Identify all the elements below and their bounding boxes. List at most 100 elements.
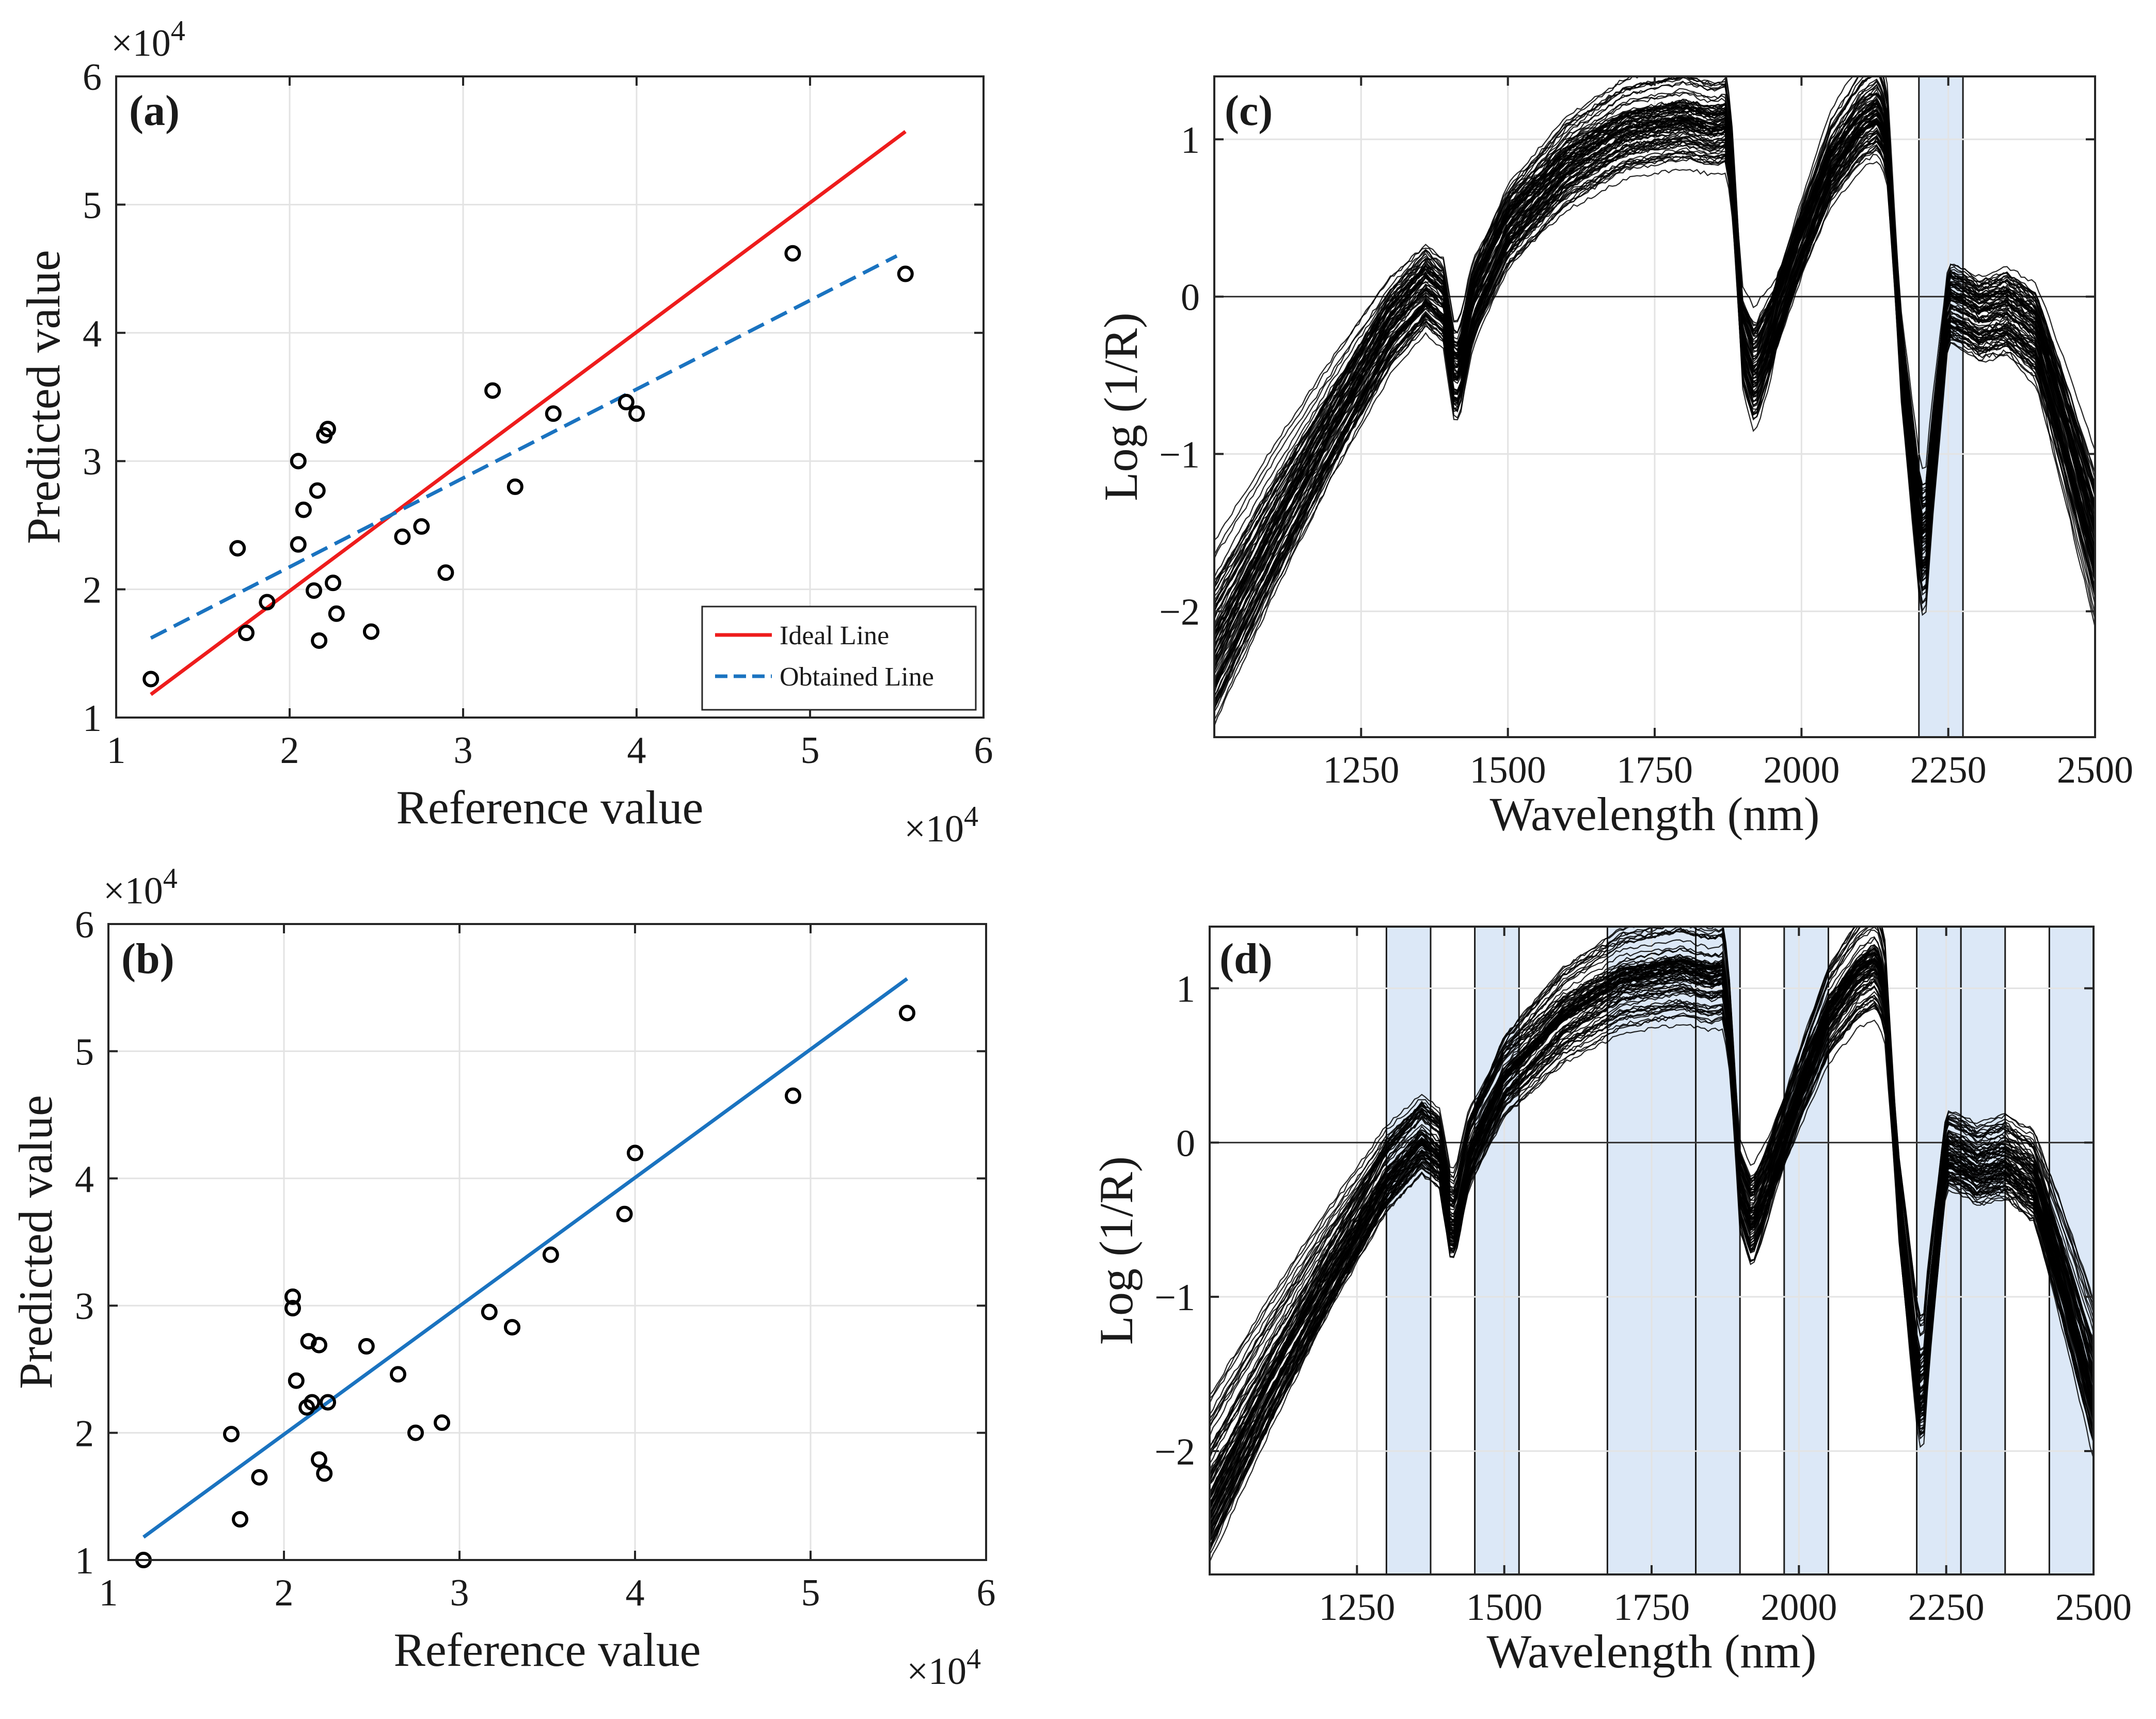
highlight-band-0	[1918, 75, 1964, 738]
data-point-5	[290, 453, 307, 470]
data-point-19	[506, 478, 524, 495]
data-point-12	[316, 1465, 333, 1482]
y-tick-label-5: 6	[75, 904, 94, 946]
data-point-17	[437, 564, 454, 581]
x-multiplier: ×104	[904, 801, 978, 850]
y-tick-label-1: 2	[75, 1413, 94, 1455]
x-axis-label: Wavelength (nm)	[1490, 788, 1820, 840]
x-tick-label-5: 2500	[2055, 1586, 2132, 1629]
y-axis-label: Predicted value	[9, 1095, 62, 1389]
y-tick-label-0: 1	[75, 1540, 94, 1582]
spectrum-series-79	[1214, 113, 2095, 709]
data-point-3	[259, 594, 276, 611]
x-tick-label-3: 4	[627, 729, 646, 772]
legend-box	[701, 606, 977, 711]
highlight-band-3	[1651, 926, 1697, 1575]
y-axis-label: Log (1/R)	[1095, 312, 1147, 501]
spectrum-series-85	[1214, 153, 2095, 593]
x-tick-label-2: 3	[450, 1572, 469, 1614]
y-axis-label: Predicted value	[17, 250, 70, 544]
data-point-11	[319, 421, 336, 438]
data-point-1	[223, 1426, 240, 1443]
y-tick-label-4: 5	[83, 184, 102, 227]
panel-label: (c)	[1225, 87, 1273, 135]
data-point-24	[899, 1005, 915, 1022]
data-point-17	[434, 1414, 450, 1431]
data-point-6	[295, 501, 312, 518]
x-tick-label-0: 1250	[1319, 1586, 1395, 1629]
y-tick-label-3: 1	[1181, 119, 1200, 162]
y-tick-label-1: −1	[1159, 434, 1200, 476]
data-point-20	[542, 1246, 559, 1263]
y-tick-label-2: 0	[1181, 277, 1200, 319]
x-axis-label: Reference value	[396, 781, 703, 834]
data-point-13	[320, 1394, 336, 1411]
data-point-22	[628, 405, 645, 422]
y-tick-label-3: 4	[83, 313, 102, 355]
data-point-8	[309, 482, 326, 499]
data-point-16	[407, 1424, 424, 1441]
spectrum-series-89	[1214, 123, 2095, 654]
highlight-band-2	[1606, 926, 1653, 1575]
data-point-22	[627, 1144, 643, 1161]
highlight-band-0	[1385, 926, 1432, 1575]
data-point-21	[617, 393, 635, 410]
x-tick-label-5: 6	[977, 1572, 996, 1614]
data-point-2	[232, 1511, 248, 1528]
y-tick-label-2: 0	[1176, 1122, 1195, 1165]
x-tick-label-0: 1	[107, 729, 126, 772]
data-point-3	[251, 1469, 268, 1486]
spectrum-series-82	[1210, 991, 2094, 1507]
x-tick-label-1: 1500	[1470, 749, 1546, 791]
x-tick-label-0: 1250	[1323, 749, 1399, 791]
x-tick-label-3: 4	[626, 1572, 645, 1614]
panel-label: (a)	[129, 87, 180, 135]
legend-label-1: Obtained Line	[780, 662, 934, 692]
spectrum-series-82	[1214, 100, 2095, 667]
y-tick-label-3: 1	[1176, 968, 1195, 1011]
data-point-12	[325, 575, 341, 592]
data-point-20	[545, 405, 562, 422]
highlight-band-4	[1695, 926, 1741, 1575]
data-point-4	[284, 1288, 301, 1305]
x-tick-label-3: 2000	[1763, 749, 1840, 791]
x-tick-label-4: 2250	[1908, 1586, 1985, 1629]
x-multiplier: ×104	[907, 1643, 981, 1693]
data-point-16	[413, 518, 430, 535]
spectrum-series-86	[1210, 1020, 2094, 1475]
data-point-11	[311, 1451, 327, 1468]
spectrum-series-89	[1210, 961, 2094, 1517]
data-point-2	[238, 625, 255, 642]
x-tick-label-5: 6	[974, 729, 993, 772]
data-point-18	[481, 1303, 498, 1320]
y-tick-label-0: −2	[1159, 591, 1200, 633]
y-tick-label-2: 3	[75, 1285, 94, 1328]
spectrum-series-58	[1210, 997, 2094, 1454]
x-tick-label-4: 5	[801, 729, 820, 772]
x-tick-label-2: 1750	[1616, 749, 1693, 791]
data-point-7	[306, 582, 323, 599]
panel-label: (b)	[121, 935, 175, 983]
y-axis-label: Log (1/R)	[1090, 1156, 1143, 1345]
spectrum-series-88	[1210, 936, 2094, 1480]
data-point-14	[362, 623, 379, 640]
x-tick-label-3: 2000	[1761, 1586, 1837, 1629]
x-axis-label: Wavelength (nm)	[1487, 1625, 1817, 1678]
x-tick-label-0: 1	[99, 1572, 118, 1614]
data-point-9	[311, 632, 328, 649]
data-point-23	[785, 1087, 801, 1104]
spectrum-series-88	[1214, 110, 2095, 655]
axes-frame	[107, 923, 987, 1561]
x-tick-label-2: 3	[454, 729, 473, 772]
legend: Ideal Line Obtained Line	[701, 606, 977, 711]
x-tick-label-2: 1750	[1613, 1586, 1690, 1629]
highlight-band-7	[1960, 926, 2006, 1575]
data-point-0	[142, 671, 160, 688]
spectrum-series-32	[1214, 81, 2095, 604]
panel-b: 1 2 3 4 5 6 1 2 3 4 5 6 Reference value Predicted val…	[9, 863, 996, 1693]
y-tick-label-3: 4	[75, 1158, 94, 1201]
series-line-ideal-line	[150, 130, 907, 696]
legend-label-0: Ideal Line	[780, 621, 889, 650]
data-point-4	[290, 536, 307, 553]
